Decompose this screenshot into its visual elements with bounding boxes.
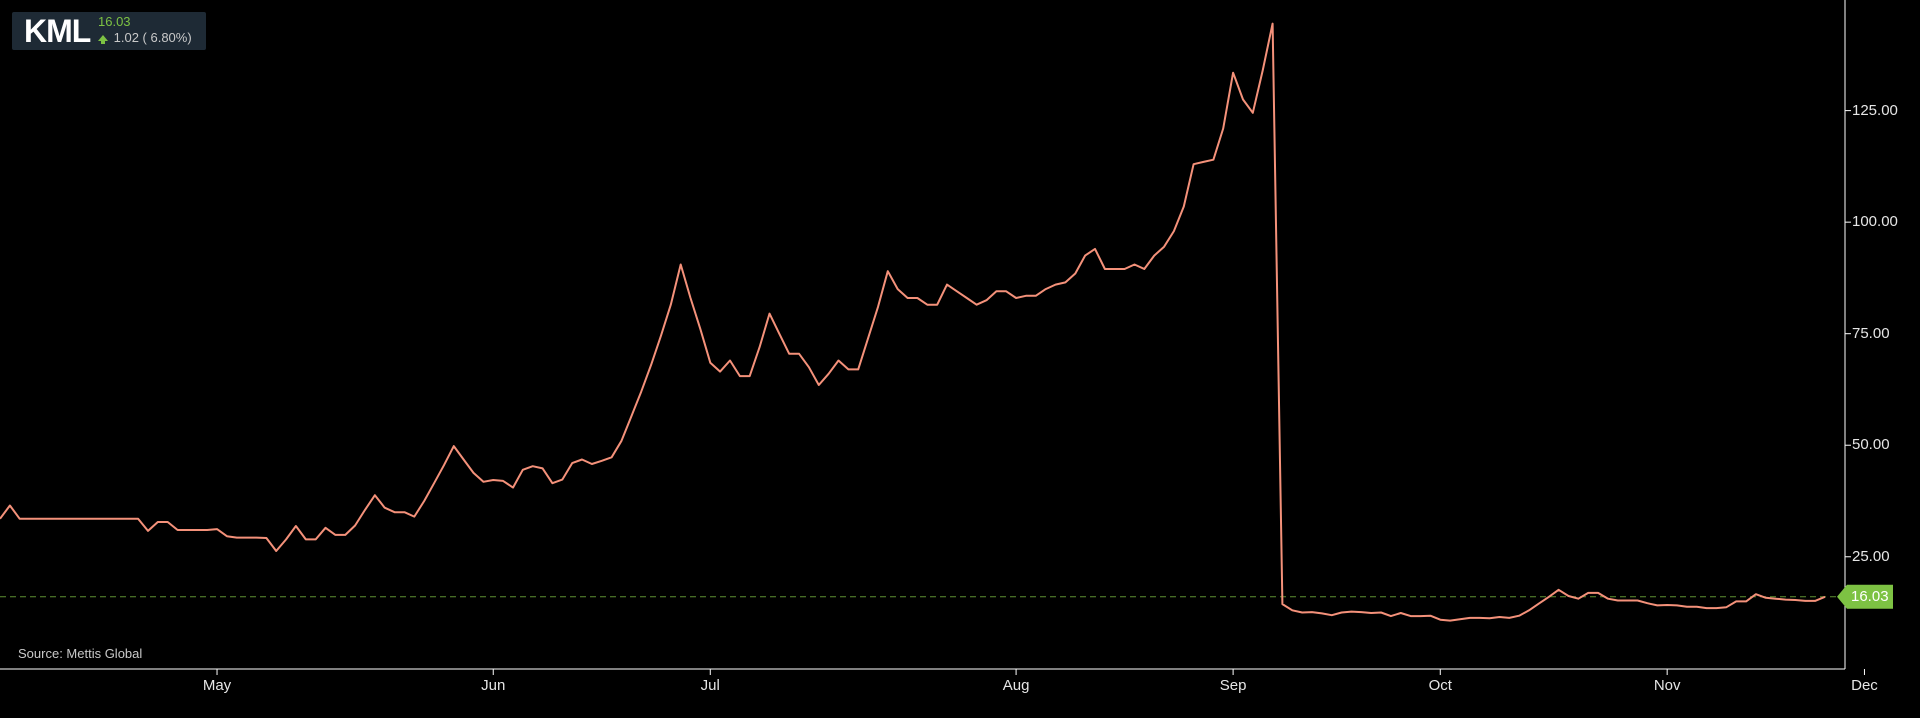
y-tick-label: 125.00 (1852, 101, 1898, 119)
last-price-value: 16.03 (1851, 587, 1889, 605)
ticker-box: KML 16.03 1.02 ( 6.80%) (12, 12, 206, 50)
ticker-change-row: 1.02 ( 6.80%) (98, 30, 192, 46)
x-tick-label: Jul (700, 677, 720, 694)
ticker-symbol: KML (24, 13, 91, 49)
x-tick-label: Nov (1653, 677, 1681, 694)
y-tick-label: 25.00 (1852, 547, 1890, 565)
last-price-tag: 16.03 (1837, 585, 1893, 609)
y-tick-label: 50.00 (1852, 436, 1890, 454)
x-tick-label: May (202, 677, 232, 694)
price-series-line (0, 22, 1826, 622)
source-label: Source: Mettis Global (18, 646, 143, 661)
x-tick-label: Oct (1428, 677, 1452, 694)
last-price-tag-shape (1837, 584, 1893, 609)
x-tick-label: Dec (1851, 677, 1878, 694)
x-tick-label: Sep (1219, 677, 1247, 694)
x-tick-label: Jun (481, 677, 506, 694)
y-tick-label: 75.00 (1852, 324, 1890, 342)
x-tick-label: Aug (1002, 677, 1030, 694)
up-arrow-icon (98, 35, 108, 44)
y-tick-label: 100.00 (1852, 213, 1898, 231)
ticker-change: 1.02 ( 6.80%) (113, 30, 192, 45)
ticker-price: 16.03 (98, 14, 131, 29)
